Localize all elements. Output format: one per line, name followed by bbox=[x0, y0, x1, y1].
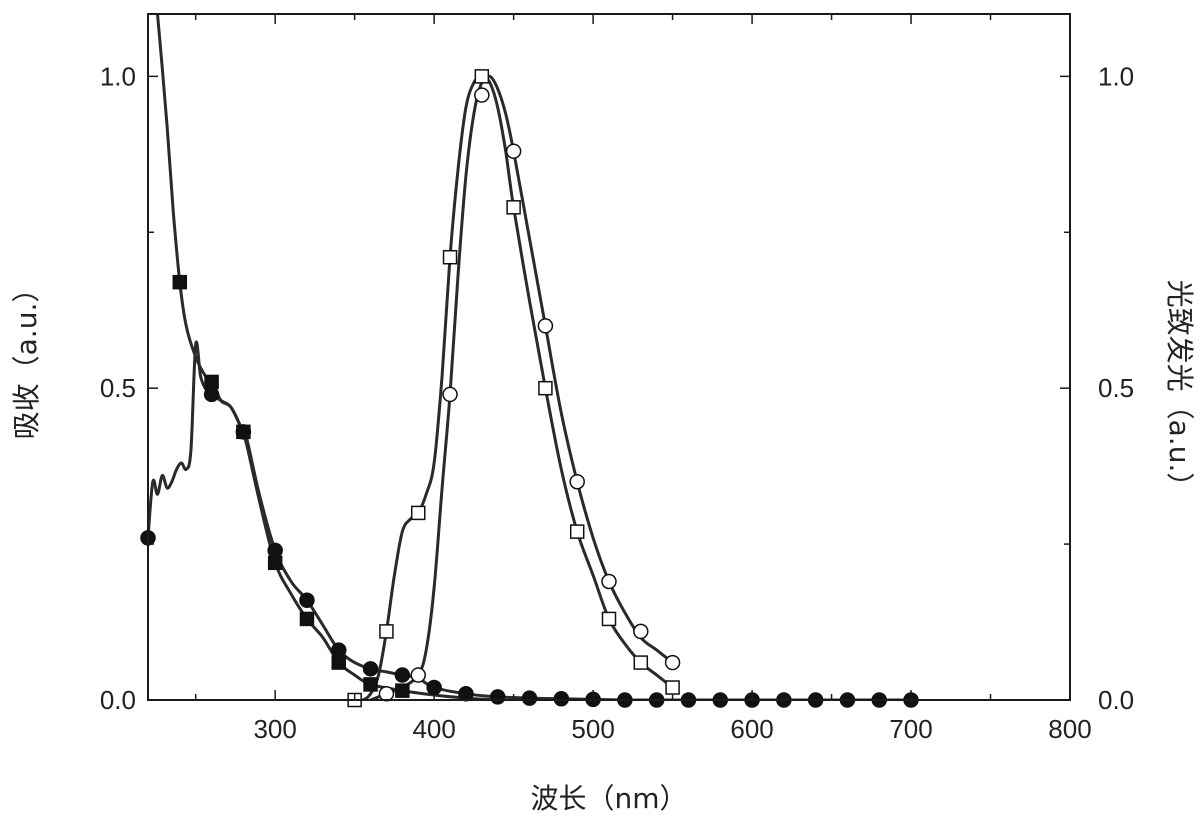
data-point-filled-square bbox=[267, 555, 283, 571]
x-tick-label: 500 bbox=[571, 714, 614, 744]
data-point-open-square bbox=[633, 655, 649, 670]
data-point-filled-circle bbox=[521, 690, 538, 706]
left-y-tick-label: 1.0 bbox=[100, 61, 136, 91]
data-point-filled-circle bbox=[362, 661, 379, 677]
data-point-filled-circle bbox=[267, 542, 283, 559]
series-markers bbox=[140, 69, 919, 708]
data-point-filled-circle bbox=[203, 386, 220, 403]
data-point-open-circle bbox=[410, 667, 426, 683]
data-point-open-circle bbox=[537, 318, 554, 334]
data-point-open-square bbox=[569, 524, 585, 539]
x-axis-title: 波长（nm） bbox=[530, 782, 687, 815]
data-point-filled-circle bbox=[394, 667, 411, 683]
data-point-open-square bbox=[538, 380, 553, 396]
x-tick-label: 400 bbox=[412, 714, 455, 744]
data-point-open-circle bbox=[601, 573, 617, 590]
left-y-tick-label: 0.0 bbox=[100, 685, 136, 715]
data-point-filled-square bbox=[172, 274, 188, 290]
data-point-open-circle bbox=[569, 473, 585, 490]
data-point-open-circle bbox=[664, 654, 681, 671]
plot-frame bbox=[147, 13, 1071, 701]
right-y-axis-title: 光致发光（a.u.） bbox=[1163, 280, 1196, 501]
data-point-open-square bbox=[442, 249, 458, 265]
data-point-open-square bbox=[601, 611, 617, 627]
x-tick-label: 700 bbox=[889, 714, 932, 744]
right-y-tick-label: 0.0 bbox=[1098, 685, 1134, 715]
left-y-axis-title: 吸收（a.u.） bbox=[10, 275, 43, 440]
data-point-open-circle bbox=[633, 623, 649, 640]
x-tick-label: 300 bbox=[253, 714, 296, 744]
data-point-open-square bbox=[410, 505, 426, 521]
data-point-filled-circle bbox=[235, 424, 252, 440]
series-line-filled-circle bbox=[148, 340, 913, 700]
data-point-filled-square bbox=[299, 611, 315, 627]
right-y-tick-label: 1.0 bbox=[1098, 61, 1134, 91]
x-tick-label: 800 bbox=[1048, 714, 1091, 744]
data-point-filled-circle bbox=[299, 592, 315, 608]
data-point-filled-square bbox=[395, 683, 410, 698]
data-point-filled-square bbox=[363, 677, 378, 692]
data-point-open-circle bbox=[505, 143, 522, 159]
data-point-filled-circle bbox=[489, 689, 506, 705]
x-tick-label: 600 bbox=[730, 714, 773, 744]
data-point-filled-square bbox=[331, 655, 347, 670]
series-lines bbox=[148, 14, 913, 700]
data-point-open-circle bbox=[474, 87, 490, 103]
data-point-open-square bbox=[474, 69, 490, 84]
data-point-filled-circle bbox=[458, 686, 474, 702]
data-point-filled-square bbox=[204, 374, 219, 390]
data-point-open-square bbox=[665, 680, 680, 695]
left-y-tick-label: 0.5 bbox=[100, 373, 136, 403]
series-line-open-circle bbox=[369, 74, 675, 700]
right-y-tick-label: 0.5 bbox=[1098, 373, 1134, 403]
data-point-open-square bbox=[506, 200, 521, 215]
series-line-open-square bbox=[353, 74, 675, 700]
data-point-open-circle bbox=[378, 686, 395, 702]
data-point-open-square bbox=[379, 624, 394, 639]
data-point-filled-circle bbox=[331, 642, 347, 658]
axis-ticks bbox=[148, 14, 1071, 701]
data-point-filled-circle bbox=[553, 691, 570, 707]
data-point-open-circle bbox=[442, 386, 458, 403]
